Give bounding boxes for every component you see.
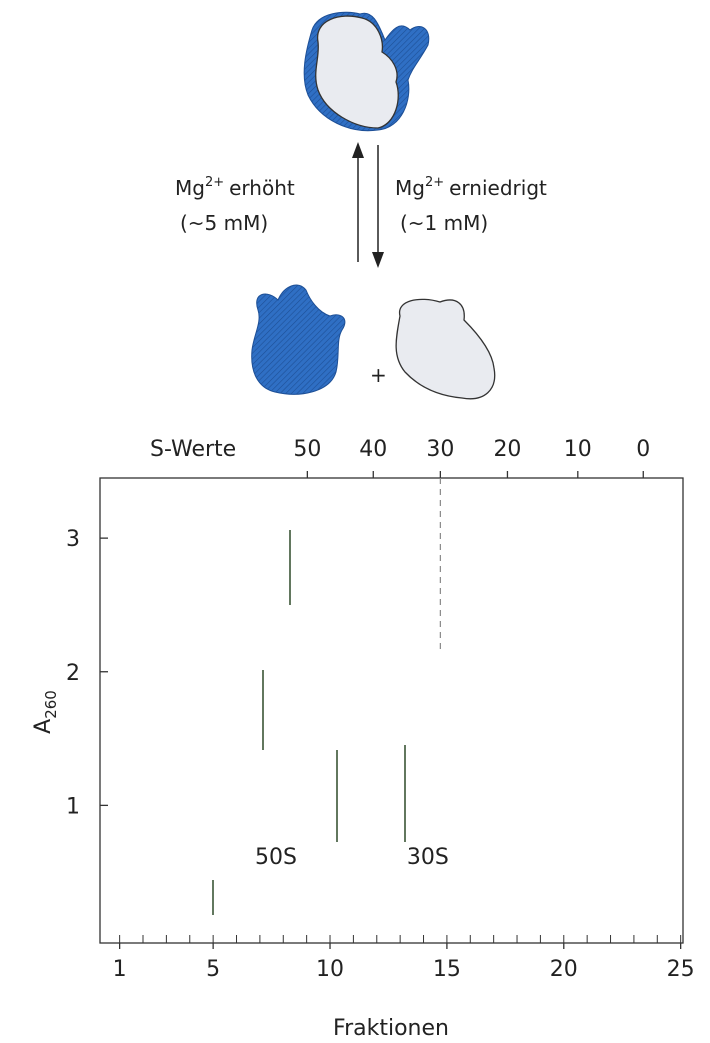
charge: 2+	[205, 175, 224, 190]
y-tick-label: 3	[66, 527, 80, 552]
top-tick-label: 20	[493, 437, 521, 462]
left-condition: Mg2+ erhöht	[175, 175, 295, 200]
peak-label: 50S	[255, 845, 297, 870]
right-condition: Mg2+ erniedrigt	[395, 175, 547, 200]
y-tick-label: 1	[66, 794, 80, 819]
x-tick-label: 10	[316, 957, 344, 982]
y-tick-label: 2	[66, 661, 80, 686]
y-axis-title: A260	[31, 690, 60, 734]
condition-text: erniedrigt	[449, 176, 547, 200]
top-tick-label: 30	[426, 437, 454, 462]
arrowhead-up	[352, 142, 364, 158]
ion: Mg	[395, 176, 425, 200]
right-concentration: (~1 mM)	[400, 211, 488, 235]
y-axis-title-main: A	[31, 719, 56, 734]
plus: +	[370, 363, 387, 387]
ion: Mg	[175, 176, 205, 200]
x-tick-label: 1	[113, 957, 127, 982]
arrowhead-down	[372, 252, 384, 268]
condition-text: erhöht	[229, 176, 295, 200]
peak-label: 30S	[407, 845, 449, 870]
ribosome-50s	[251, 284, 346, 395]
top-tick-label: 10	[564, 437, 592, 462]
fraction-markers	[212, 530, 406, 915]
ribosome-70s	[303, 11, 430, 132]
left-concentration: (~5 mM)	[180, 211, 268, 235]
x-axis-title: Fraktionen	[333, 1016, 449, 1041]
x-tick-label: 25	[667, 957, 695, 982]
x-tick-label: 15	[433, 957, 461, 982]
x-tick-label: 5	[206, 957, 220, 982]
y-axis-title-sub: 260	[42, 690, 60, 719]
top-tick-label: 0	[636, 437, 650, 462]
charge: 2+	[425, 175, 444, 190]
plot-frame	[99, 477, 684, 944]
ribosome-30s	[395, 298, 496, 400]
top-tick-label: 50	[293, 437, 321, 462]
x-tick-label: 20	[550, 957, 578, 982]
top-axis-title: S-Werte	[150, 437, 236, 462]
top-tick-label: 40	[359, 437, 387, 462]
